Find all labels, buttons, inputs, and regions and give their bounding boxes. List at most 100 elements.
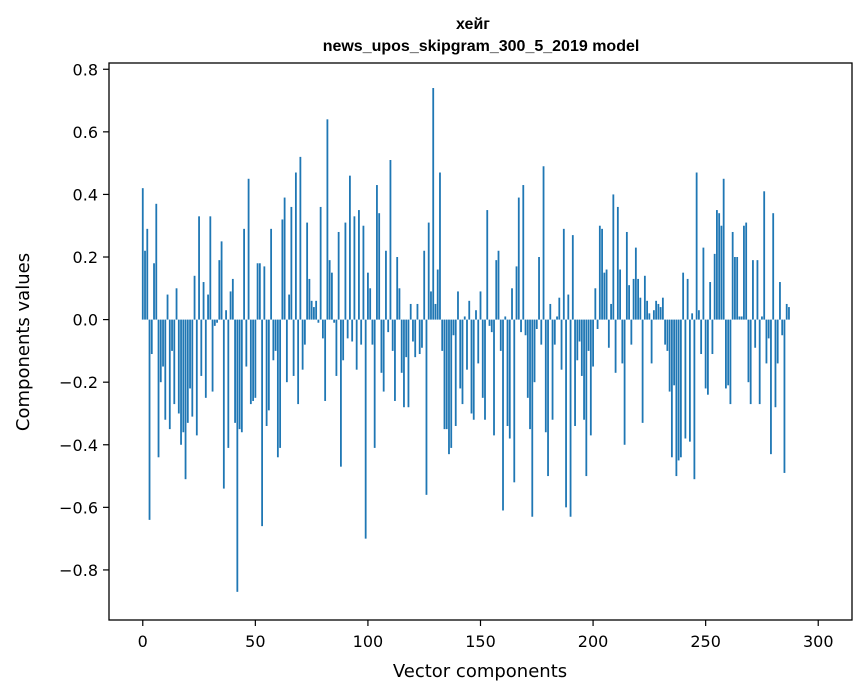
bar — [240, 319, 243, 433]
y-tick-label: 0.4 — [73, 185, 98, 204]
bar — [781, 319, 784, 336]
bar — [533, 319, 536, 383]
bar — [758, 319, 761, 405]
bar — [720, 225, 723, 320]
bar — [722, 178, 725, 320]
bar — [362, 225, 365, 320]
bar — [747, 319, 750, 383]
bar — [767, 319, 770, 339]
bar — [677, 319, 680, 461]
bar — [436, 269, 439, 320]
bar — [391, 319, 394, 351]
bar — [754, 319, 757, 348]
bar — [479, 291, 482, 320]
bar — [565, 319, 567, 508]
bar — [601, 228, 603, 320]
bar — [661, 297, 664, 320]
bar — [688, 319, 691, 442]
bar — [243, 228, 245, 320]
bar — [335, 319, 338, 376]
bar — [774, 319, 777, 408]
bar — [261, 319, 263, 527]
bar — [441, 319, 444, 351]
bar — [488, 319, 491, 326]
bar — [738, 316, 741, 320]
bar — [592, 319, 594, 367]
x-axis-ticks: 0 50 100 150 200 250 300 — [138, 620, 834, 651]
bar — [655, 300, 658, 320]
bar — [353, 216, 356, 320]
bar — [646, 300, 649, 320]
bar — [281, 219, 284, 320]
bar — [218, 260, 221, 320]
bar — [707, 319, 709, 395]
bar — [220, 241, 223, 320]
bar — [765, 319, 768, 364]
bar — [731, 231, 734, 320]
bar — [700, 319, 703, 355]
bar — [414, 319, 417, 358]
bar — [175, 288, 178, 320]
bar — [763, 191, 766, 320]
bar — [443, 319, 446, 430]
bar — [587, 319, 590, 351]
bar — [461, 319, 464, 405]
y-axis-ticks: −0.8 −0.6 −0.4 −0.2 0.0 0.2 0.4 0.6 0.8 — [59, 60, 109, 580]
bar — [198, 216, 200, 320]
bar — [407, 319, 410, 408]
bar — [421, 319, 423, 348]
bar — [650, 319, 653, 364]
bar — [245, 319, 248, 367]
bar — [360, 319, 363, 345]
bar — [297, 319, 300, 405]
bar — [612, 194, 615, 320]
bar — [562, 228, 565, 320]
bar — [418, 319, 421, 355]
bar — [249, 319, 252, 405]
bar — [457, 291, 459, 320]
bar — [312, 307, 315, 320]
bar — [231, 278, 234, 320]
bar — [713, 253, 716, 320]
bar — [157, 319, 160, 458]
bar — [263, 266, 266, 320]
bar — [544, 319, 547, 433]
bar — [619, 269, 621, 320]
bar — [301, 319, 304, 370]
bar — [522, 185, 525, 320]
bar — [499, 319, 502, 351]
bar — [711, 319, 714, 355]
bar — [628, 285, 630, 320]
y-tick-label: −0.2 — [59, 373, 98, 392]
bar — [173, 319, 176, 405]
bar — [439, 172, 441, 320]
bar — [470, 319, 473, 414]
bar — [276, 319, 279, 458]
x-tick-label: 300 — [803, 632, 834, 651]
x-tick-label: 250 — [690, 632, 721, 651]
bar — [216, 319, 218, 323]
bar — [623, 319, 626, 445]
bar — [704, 319, 707, 389]
bar — [558, 297, 561, 320]
bar — [333, 319, 336, 323]
bar — [294, 172, 297, 320]
bar — [292, 319, 295, 376]
bar — [702, 247, 705, 320]
bar — [389, 160, 392, 320]
bar — [761, 316, 763, 320]
bar — [409, 303, 412, 320]
bar — [186, 319, 189, 423]
bar — [472, 319, 475, 420]
bar — [416, 303, 419, 320]
bar — [691, 313, 694, 320]
bar — [162, 319, 164, 367]
bar — [643, 275, 646, 320]
bar — [508, 319, 511, 439]
bar — [229, 291, 232, 320]
bar — [657, 303, 660, 320]
bar — [150, 319, 153, 355]
bar — [607, 319, 610, 348]
bar — [373, 319, 376, 448]
bar — [355, 319, 358, 370]
